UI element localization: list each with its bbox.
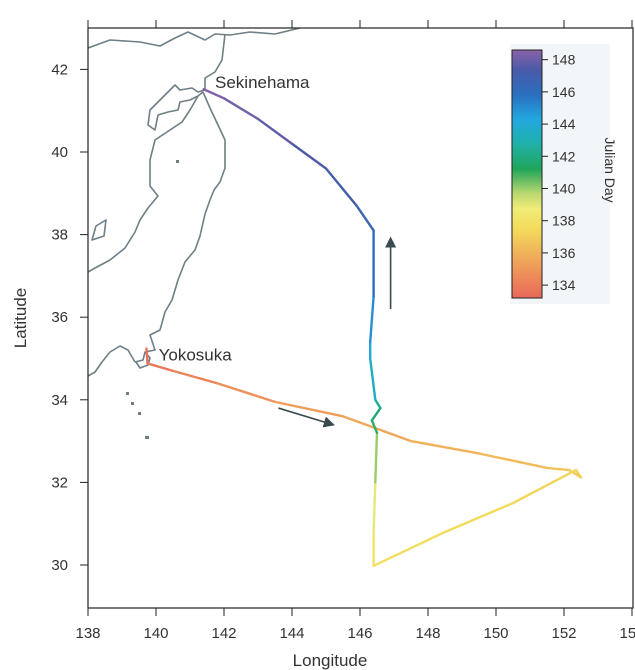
island <box>176 160 179 163</box>
track-segment <box>409 439 481 455</box>
track-segment <box>574 468 583 479</box>
track-segment <box>370 406 382 422</box>
direction-arrow <box>278 407 335 428</box>
track-segment <box>372 530 447 568</box>
track-segment <box>324 167 358 207</box>
islands <box>126 160 179 439</box>
colorbar-tick-label: 144 <box>552 116 576 132</box>
track-segment <box>477 452 549 470</box>
y-tick-label: 30 <box>51 557 68 574</box>
x-tick-label: 148 <box>415 625 440 642</box>
colorbar-title: Julian Day <box>602 137 618 202</box>
y-tick-label: 34 <box>51 392 68 409</box>
colorbar-tick-label: 136 <box>552 245 576 261</box>
track-segment <box>374 398 382 410</box>
direction-arrows <box>278 236 397 428</box>
colorbar-tick-label: 146 <box>552 84 576 100</box>
track-segment <box>146 362 175 373</box>
y-tick-label: 42 <box>51 61 68 78</box>
colorbar-tick-label: 148 <box>552 52 576 68</box>
boso-peninsula <box>135 351 151 369</box>
track-segment <box>290 142 328 170</box>
colorbar-tick-label: 142 <box>552 148 576 164</box>
colorbar-ticks: 148 146 144 142 140 138 136 134 <box>542 52 576 293</box>
colorbar-tick-label: 140 <box>552 180 576 196</box>
x-tick-label: 150 <box>483 625 508 642</box>
x-tick-label: 146 <box>347 625 372 642</box>
x-tick-label: 140 <box>143 625 168 642</box>
x-axis-title: Longitude <box>293 651 368 670</box>
island <box>126 392 129 395</box>
track-segment <box>511 468 578 505</box>
x-tick-label: 144 <box>279 625 304 642</box>
y-tick-label: 32 <box>51 474 68 491</box>
y-axis: 30 32 34 36 38 40 42 <box>51 61 88 574</box>
track-segment <box>372 481 377 534</box>
track-segment <box>369 295 375 344</box>
x-tick-label: 154 <box>619 625 635 642</box>
track-segment <box>370 419 379 435</box>
track-segment <box>222 97 260 121</box>
coastline <box>88 28 301 377</box>
colorbar-tick-label: 138 <box>552 213 576 229</box>
place-label-sekinehama: Sekinehama <box>215 73 310 92</box>
sado-island <box>91 219 107 241</box>
colorbar-tick-label: 134 <box>552 277 576 293</box>
island <box>131 402 134 405</box>
colorbar: 148 146 144 142 140 138 136 134 Julian Day <box>510 44 618 304</box>
island <box>145 436 149 439</box>
y-tick-label: 36 <box>51 309 68 326</box>
track-segment <box>256 117 294 145</box>
y-axis-title: Latitude <box>11 288 30 349</box>
track-segment <box>202 88 226 100</box>
track-segment <box>374 431 379 484</box>
y-tick-label: 40 <box>51 144 68 161</box>
track-segment <box>171 369 219 385</box>
colorbar-ramp <box>511 49 543 299</box>
track-segment <box>215 382 277 404</box>
track-segment <box>443 501 515 534</box>
track-segment <box>145 347 149 365</box>
hokkaido-coast <box>88 28 301 131</box>
x-tick-label: 152 <box>551 625 576 642</box>
ship-track <box>145 88 583 568</box>
y-tick-label: 38 <box>51 227 68 244</box>
track-segment <box>341 415 413 443</box>
izu-peninsula <box>88 345 136 377</box>
honshu-coast-west <box>88 95 199 273</box>
x-tick-label: 138 <box>75 625 100 642</box>
track-segment <box>355 204 375 232</box>
track-segment <box>273 400 345 418</box>
island <box>138 412 141 415</box>
honshu-coast-east <box>134 91 226 363</box>
track-segment <box>369 357 377 401</box>
place-label-yokosuka: Yokosuka <box>159 345 233 364</box>
track-segment <box>545 466 571 472</box>
x-tick-label: 142 <box>211 625 236 642</box>
x-axis: 138 140 142 144 146 148 150 152 154 <box>75 20 635 642</box>
